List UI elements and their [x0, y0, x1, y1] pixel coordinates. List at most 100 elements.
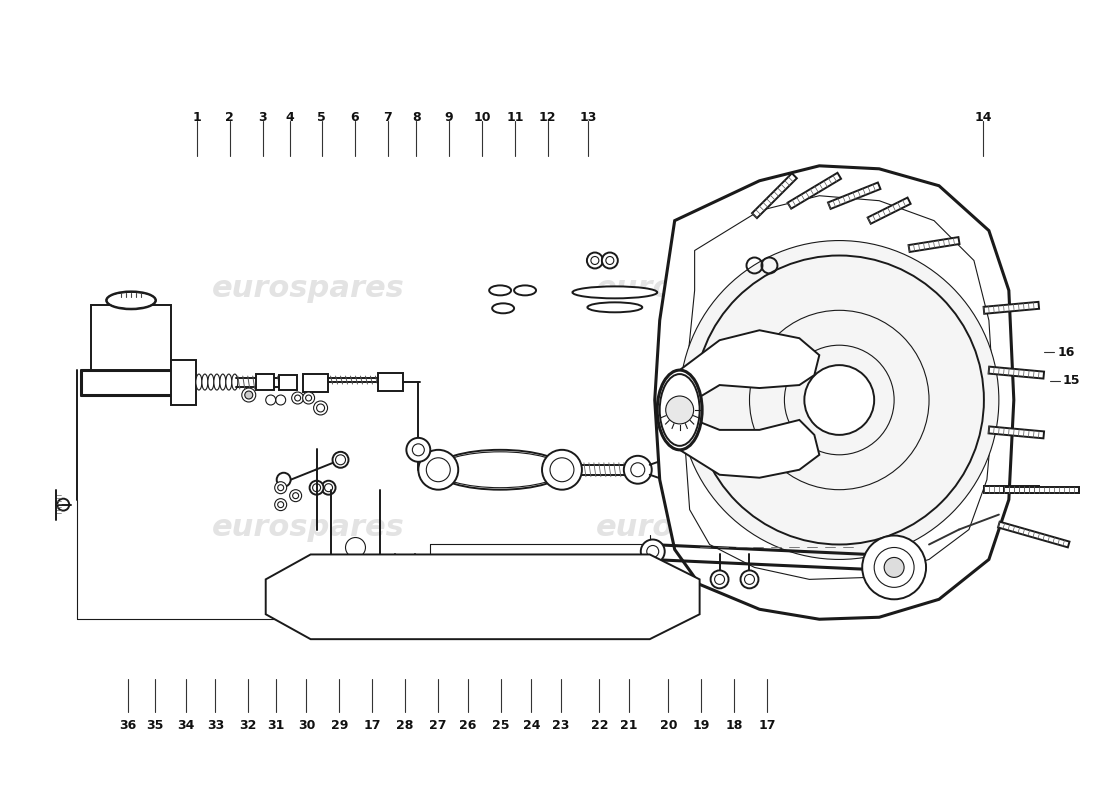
Circle shape: [602, 253, 618, 269]
Ellipse shape: [232, 374, 238, 390]
Circle shape: [275, 498, 287, 510]
Ellipse shape: [657, 370, 702, 450]
Polygon shape: [998, 522, 1069, 547]
Text: 8: 8: [411, 111, 420, 124]
Text: 33: 33: [207, 719, 224, 732]
Circle shape: [321, 481, 336, 494]
Circle shape: [804, 365, 875, 435]
Ellipse shape: [492, 303, 514, 314]
Polygon shape: [170, 360, 196, 405]
Circle shape: [406, 438, 430, 462]
Polygon shape: [868, 198, 911, 224]
Circle shape: [292, 392, 304, 404]
Ellipse shape: [490, 286, 512, 295]
Polygon shape: [1004, 486, 1079, 493]
Text: 26: 26: [459, 719, 476, 732]
Text: 20: 20: [660, 719, 678, 732]
Circle shape: [275, 482, 287, 494]
Circle shape: [884, 558, 904, 578]
Bar: [302, 374, 328, 392]
Ellipse shape: [213, 374, 220, 390]
Text: eurospares: eurospares: [212, 513, 405, 542]
Text: 5: 5: [318, 111, 327, 124]
Bar: [378, 373, 404, 391]
Circle shape: [641, 539, 664, 563]
Polygon shape: [909, 237, 959, 252]
Circle shape: [542, 450, 582, 490]
Circle shape: [642, 570, 657, 584]
Polygon shape: [989, 366, 1044, 378]
Circle shape: [407, 571, 424, 587]
Text: 30: 30: [298, 719, 315, 732]
Text: 17: 17: [363, 719, 381, 732]
Text: 36: 36: [119, 719, 136, 732]
Ellipse shape: [208, 374, 213, 390]
Text: 12: 12: [539, 111, 557, 124]
Ellipse shape: [106, 291, 156, 310]
Ellipse shape: [572, 286, 657, 298]
Text: 4: 4: [286, 111, 295, 124]
Text: 22: 22: [591, 719, 608, 732]
Circle shape: [418, 450, 459, 490]
Polygon shape: [828, 182, 880, 209]
Text: 2: 2: [226, 111, 234, 124]
Text: eurospares: eurospares: [596, 274, 789, 303]
Bar: [278, 375, 297, 390]
Circle shape: [245, 391, 253, 399]
Circle shape: [387, 571, 404, 587]
Text: 9: 9: [444, 111, 453, 124]
Circle shape: [332, 452, 349, 468]
Circle shape: [862, 535, 926, 599]
Text: 27: 27: [429, 719, 447, 732]
Text: 31: 31: [267, 719, 285, 732]
Ellipse shape: [436, 450, 565, 490]
Text: 25: 25: [492, 719, 509, 732]
Text: 21: 21: [620, 719, 638, 732]
Ellipse shape: [196, 374, 202, 390]
Text: 14: 14: [975, 111, 992, 124]
Bar: [462, 567, 491, 590]
Circle shape: [671, 570, 684, 584]
Polygon shape: [983, 302, 1040, 314]
Circle shape: [277, 473, 290, 486]
Text: 29: 29: [331, 719, 348, 732]
Ellipse shape: [514, 286, 536, 295]
Circle shape: [658, 574, 672, 588]
Text: eurospares: eurospares: [596, 513, 789, 542]
Polygon shape: [752, 174, 796, 218]
Text: 35: 35: [146, 719, 164, 732]
Polygon shape: [670, 330, 820, 478]
Ellipse shape: [220, 374, 225, 390]
Text: 23: 23: [552, 719, 570, 732]
Circle shape: [740, 570, 759, 588]
Text: 17: 17: [759, 719, 775, 732]
Circle shape: [711, 570, 728, 588]
Circle shape: [666, 396, 694, 424]
Circle shape: [587, 253, 603, 269]
Polygon shape: [266, 554, 700, 639]
Text: 1: 1: [192, 111, 201, 124]
Polygon shape: [989, 426, 1044, 438]
Text: 34: 34: [177, 719, 195, 732]
Text: 15: 15: [1063, 374, 1080, 387]
Text: eurospares: eurospares: [212, 274, 405, 303]
Ellipse shape: [587, 302, 642, 312]
Circle shape: [624, 456, 651, 484]
Bar: [91, 306, 170, 370]
Text: 16: 16: [1057, 346, 1075, 358]
Polygon shape: [654, 166, 1014, 619]
Ellipse shape: [226, 374, 232, 390]
Text: 7: 7: [383, 111, 392, 124]
Text: 18: 18: [726, 719, 742, 732]
Text: 32: 32: [240, 719, 257, 732]
Circle shape: [289, 490, 301, 502]
Text: 10: 10: [473, 111, 491, 124]
Bar: [255, 374, 274, 390]
Text: 19: 19: [693, 719, 711, 732]
Circle shape: [302, 392, 315, 404]
Text: 28: 28: [396, 719, 414, 732]
Circle shape: [309, 481, 323, 494]
Text: 11: 11: [506, 111, 524, 124]
Polygon shape: [788, 173, 842, 209]
Ellipse shape: [202, 374, 208, 390]
